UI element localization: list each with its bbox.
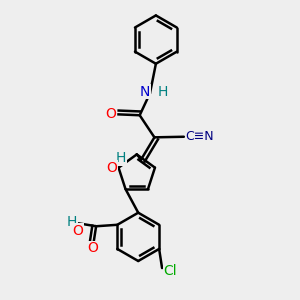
Text: O: O [105, 107, 116, 122]
Text: O: O [88, 241, 99, 255]
Text: H: H [67, 215, 77, 229]
Text: H: H [158, 85, 168, 99]
Text: O: O [106, 160, 117, 175]
Text: O: O [72, 224, 83, 238]
Text: Cl: Cl [164, 264, 177, 278]
Text: H: H [116, 151, 126, 165]
Text: C≡N: C≡N [185, 130, 214, 143]
Text: N: N [140, 85, 150, 99]
